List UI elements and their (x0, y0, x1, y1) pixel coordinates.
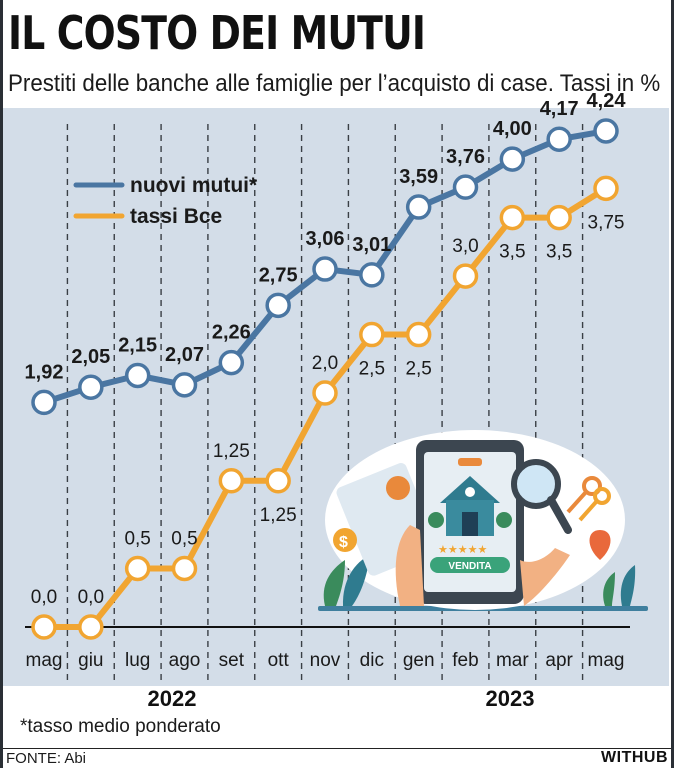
point-nuovi-mutui-2 (124, 362, 151, 389)
point-tassi-bce-0 (31, 614, 57, 640)
point-tassi-bce-11 (546, 204, 572, 231)
point-tassi-bce-4 (218, 468, 245, 494)
data-label-tassi-bce: 3,5 (499, 242, 525, 263)
data-label-nuovi-mutui: 3,06 (306, 228, 345, 250)
source-credit: FONTE: Abi (6, 750, 87, 767)
year-label-2022: 2022 (148, 686, 197, 711)
data-label-tassi-bce: 2,5 (359, 359, 385, 380)
chart-subtitle: Prestiti delle banche alle famiglie per … (8, 70, 661, 97)
data-label-nuovi-mutui: 3,01 (352, 234, 391, 256)
data-label-tassi-bce: 1,25 (213, 441, 250, 462)
point-nuovi-mutui-11 (546, 126, 572, 152)
data-label-nuovi-mutui: 2,07 (165, 344, 204, 366)
data-label-nuovi-mutui: 2,05 (71, 346, 110, 368)
data-label-tassi-bce: 0,5 (124, 529, 150, 550)
point-nuovi-mutui-3 (171, 372, 198, 398)
data-label-nuovi-mutui: 4,24 (587, 90, 627, 112)
x-tick-label: mag (588, 650, 625, 671)
data-label-nuovi-mutui: 4,00 (493, 118, 532, 140)
svg-text:★★★★★: ★★★★★ (438, 543, 487, 556)
data-label-tassi-bce: 2,0 (312, 353, 338, 374)
point-nuovi-mutui-9 (452, 174, 479, 200)
x-tick-label: feb (452, 650, 478, 671)
point-nuovi-mutui-5 (265, 292, 291, 319)
data-label-nuovi-mutui: 2,15 (118, 335, 157, 357)
point-tassi-bce-10 (499, 204, 526, 231)
x-tick-labels: mag giu lug ago set ott nov dic gen feb mar apr mag (26, 650, 625, 671)
legend-label-tassi-bce: tassi Bce (130, 205, 222, 228)
point-tassi-bce-12 (593, 175, 619, 202)
year-label-2023: 2023 (486, 686, 535, 711)
data-label-tassi-bce: 0,5 (171, 529, 197, 550)
chart-title: IL COSTO DEI MUTUI (8, 6, 426, 60)
point-tassi-bce-9 (452, 263, 479, 289)
tablet-house-vendita-illustration: $ ★★★★★ VENDITA (318, 430, 648, 611)
data-label-nuovi-mutui: 1,92 (25, 361, 64, 383)
x-tick-label: apr (545, 650, 573, 671)
data-label-nuovi-mutui: 2,75 (259, 264, 298, 286)
point-nuovi-mutui-0 (31, 389, 57, 416)
point-tassi-bce-5 (265, 468, 291, 494)
x-tick-label: mar (496, 650, 529, 671)
x-tick-label: ago (169, 650, 201, 671)
point-tassi-bce-1 (78, 614, 104, 640)
series-layer (31, 118, 619, 640)
right-frame-border (671, 0, 674, 768)
data-labels-layer: 1,92 2,05 2,15 2,07 2,26 2,75 3,06 3,01 3,59 3,76… (25, 90, 627, 608)
point-tassi-bce-8 (405, 321, 432, 348)
point-tassi-bce-2 (124, 555, 151, 582)
point-tassi-bce-6 (312, 380, 338, 406)
x-tick-label: dic (360, 650, 384, 671)
left-frame-border (0, 0, 3, 768)
data-label-tassi-bce: 1,25 (260, 505, 297, 526)
svg-text:$: $ (339, 534, 348, 551)
x-tick-label: gen (403, 650, 435, 671)
data-label-tassi-bce: 0,0 (31, 587, 57, 608)
data-label-tassi-bce: 3,75 (588, 212, 625, 233)
data-label-nuovi-mutui: 4,17 (540, 98, 579, 120)
legend-label-nuovi-mutui: nuovi mutui* (130, 174, 258, 197)
point-tassi-bce-7 (359, 321, 385, 348)
data-label-tassi-bce: 3,0 (452, 236, 478, 257)
data-label-nuovi-mutui: 3,76 (446, 146, 485, 168)
point-nuovi-mutui-10 (499, 146, 526, 172)
x-tick-label: mag (26, 650, 63, 671)
point-nuovi-mutui-1 (78, 374, 104, 400)
point-nuovi-mutui-8 (405, 194, 432, 220)
x-tick-label: nov (310, 650, 341, 671)
brand-logo: WITHUB (601, 749, 668, 766)
data-label-nuovi-mutui: 2,26 (212, 322, 251, 344)
data-label-tassi-bce: 3,5 (546, 242, 572, 263)
x-tick-label: lug (125, 650, 150, 671)
point-nuovi-mutui-12 (593, 118, 619, 144)
x-tick-label: ott (268, 650, 290, 671)
data-label-nuovi-mutui: 3,59 (399, 166, 438, 188)
point-tassi-bce-3 (171, 555, 198, 582)
top-frame (0, 0, 674, 3)
data-label-tassi-bce: 0,0 (78, 587, 104, 608)
point-nuovi-mutui-4 (218, 349, 245, 376)
vendita-badge: VENDITA (448, 561, 491, 572)
data-label-tassi-bce: 2,5 (405, 359, 431, 380)
footer-bar (3, 748, 671, 769)
footnote: *tasso medio ponderato (20, 716, 221, 737)
x-tick-label: giu (78, 650, 103, 671)
point-nuovi-mutui-6 (312, 256, 338, 282)
x-tick-label: set (219, 650, 245, 671)
legend: nuovi mutui* tassi Bce (73, 174, 258, 228)
point-nuovi-mutui-7 (359, 262, 385, 288)
